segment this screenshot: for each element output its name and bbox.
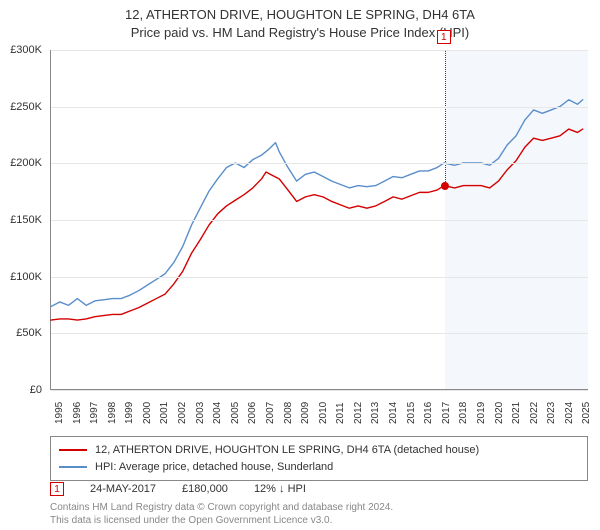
x-tick-label: 2008 <box>283 402 294 424</box>
x-tick-label: 1996 <box>72 402 83 424</box>
x-tick-label: 1999 <box>124 402 135 424</box>
x-tick-label: 2002 <box>177 402 188 424</box>
attribution-line2: This data is licensed under the Open Gov… <box>50 515 588 528</box>
chart-plot-area: 1 <box>50 50 588 390</box>
x-tick-label: 2003 <box>195 402 206 424</box>
x-tick-label: 2017 <box>441 402 452 424</box>
x-tick-label: 2024 <box>564 402 575 424</box>
y-tick-label: £250K <box>10 101 42 113</box>
marker-footer: 1 24-MAY-2017 £180,000 12% ↓ HPI <box>50 482 588 496</box>
x-tick-label: 2016 <box>423 402 434 424</box>
marker-date: 24-MAY-2017 <box>90 483 156 495</box>
y-tick-label: £300K <box>10 44 42 56</box>
x-tick-label: 2022 <box>529 402 540 424</box>
marker-price: £180,000 <box>182 483 228 495</box>
y-tick-label: £200K <box>10 157 42 169</box>
attribution-line1: Contains HM Land Registry data © Crown c… <box>50 502 588 515</box>
x-tick-label: 2006 <box>247 402 258 424</box>
chart-title: 12, ATHERTON DRIVE, HOUGHTON LE SPRING, … <box>0 0 600 41</box>
x-tick-label: 2009 <box>300 402 311 424</box>
series-address <box>51 129 583 320</box>
marker-delta: 12% ↓ HPI <box>254 483 306 495</box>
x-tick-label: 2004 <box>212 402 223 424</box>
marker-badge-footer: 1 <box>50 482 64 496</box>
x-tick-label: 2021 <box>511 402 522 424</box>
x-tick-label: 2014 <box>388 402 399 424</box>
x-tick-label: 2007 <box>265 402 276 424</box>
y-tick-label: £150K <box>10 214 42 226</box>
x-tick-label: 2001 <box>159 402 170 424</box>
plot-surface <box>50 50 588 390</box>
y-axis-labels: £0£50K£100K£150K£200K£250K£300K <box>0 50 46 390</box>
x-tick-label: 2018 <box>458 402 469 424</box>
chart-title-line1: 12, ATHERTON DRIVE, HOUGHTON LE SPRING, … <box>0 6 600 24</box>
x-tick-label: 2013 <box>370 402 381 424</box>
attribution: Contains HM Land Registry data © Crown c… <box>50 502 588 527</box>
series-hpi <box>51 100 583 307</box>
x-tick-label: 2000 <box>142 402 153 424</box>
x-tick-label: 2011 <box>335 402 346 424</box>
legend-swatch <box>59 449 87 451</box>
x-tick-label: 2025 <box>581 402 592 424</box>
marker-vline <box>445 50 446 186</box>
y-tick-label: £50K <box>16 327 42 339</box>
x-tick-label: 2019 <box>476 402 487 424</box>
legend-swatch <box>59 466 87 468</box>
marker-badge: 1 <box>437 30 451 44</box>
x-tick-label: 2010 <box>318 402 329 424</box>
x-tick-label: 1998 <box>107 402 118 424</box>
x-tick-label: 2020 <box>494 402 505 424</box>
legend: 12, ATHERTON DRIVE, HOUGHTON LE SPRING, … <box>50 436 588 481</box>
y-tick-label: £0 <box>30 384 42 396</box>
x-tick-label: 2023 <box>546 402 557 424</box>
x-tick-label: 2015 <box>406 402 417 424</box>
legend-row-address: 12, ATHERTON DRIVE, HOUGHTON LE SPRING, … <box>59 442 579 459</box>
legend-row-hpi: HPI: Average price, detached house, Sund… <box>59 459 579 476</box>
legend-label: 12, ATHERTON DRIVE, HOUGHTON LE SPRING, … <box>95 442 479 459</box>
chart-title-line2: Price paid vs. HM Land Registry's House … <box>0 24 600 42</box>
x-tick-label: 1997 <box>89 402 100 424</box>
y-tick-label: £100K <box>10 271 42 283</box>
x-axis-labels: 1995 1996 1997 1998 1999 2000 2001 2002 2003 2004… <box>50 392 588 432</box>
x-tick-label: 2012 <box>353 402 364 424</box>
legend-label: HPI: Average price, detached house, Sund… <box>95 459 333 476</box>
x-tick-label: 2005 <box>230 402 241 424</box>
marker-dot <box>441 182 449 190</box>
x-tick-label: 1995 <box>54 402 65 424</box>
